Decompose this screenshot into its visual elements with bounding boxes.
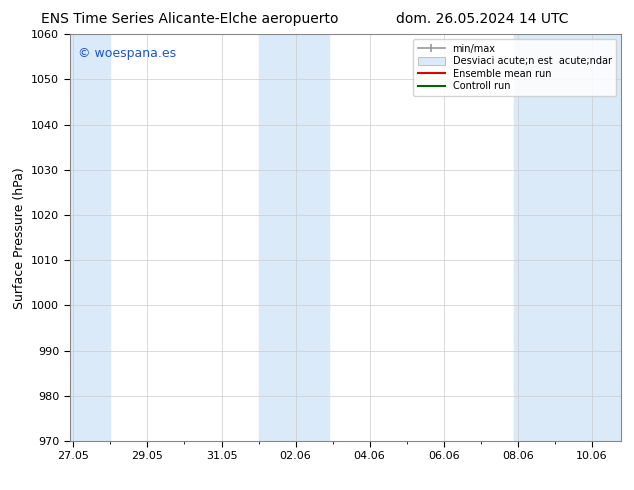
Text: dom. 26.05.2024 14 UTC: dom. 26.05.2024 14 UTC [396,12,568,26]
Text: © woespana.es: © woespana.es [78,47,176,59]
Bar [555,34,621,441]
Legend: min/max, Desviaci acute;n est  acute;ndar, Ensemble mean run, Controll run: min/max, Desviaci acute;n est acute;ndar… [413,39,616,96]
Bar [70,34,110,441]
Bar [259,34,329,441]
Y-axis label: Surface Pressure (hPa): Surface Pressure (hPa) [13,167,25,309]
Bar [514,34,555,441]
Text: ENS Time Series Alicante-Elche aeropuerto: ENS Time Series Alicante-Elche aeropuert… [41,12,339,26]
